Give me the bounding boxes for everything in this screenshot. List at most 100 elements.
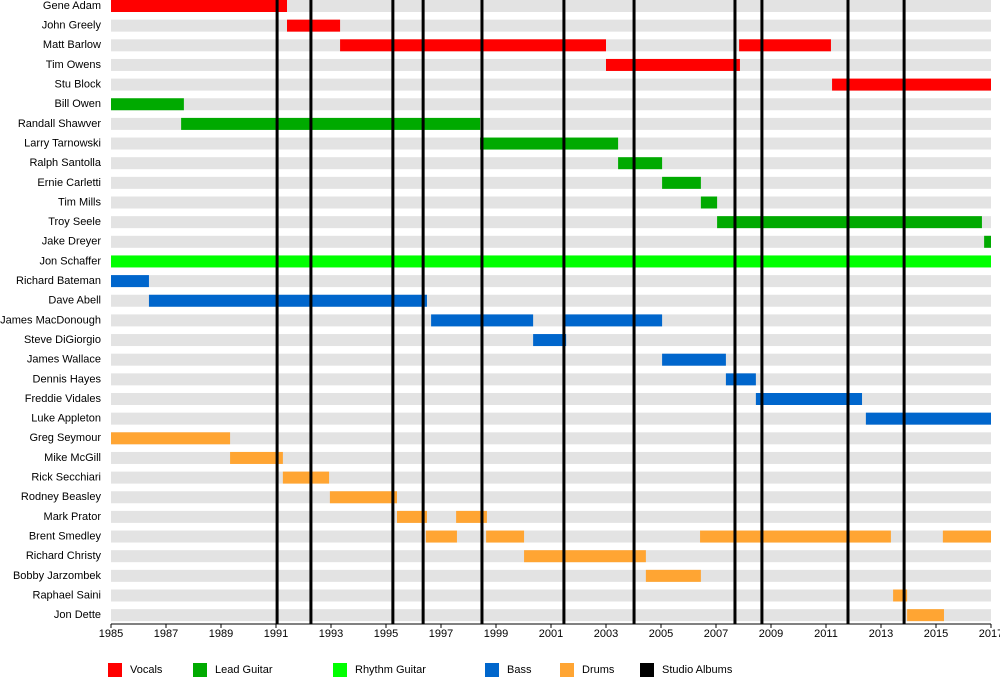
- row-band: [111, 157, 991, 170]
- tenure-bar: [645, 569, 701, 582]
- row-band: [111, 117, 991, 130]
- row-band: [111, 609, 991, 622]
- tenure-bar: [287, 19, 341, 32]
- x-tick-label: 1991: [264, 628, 288, 640]
- member-name: Stu Block: [55, 79, 102, 91]
- tenure-bar: [111, 98, 184, 111]
- tenure-bar: [700, 530, 891, 543]
- legend-label: Lead Guitar: [215, 664, 273, 676]
- member-name: Ralph Santolla: [29, 157, 101, 169]
- member-name: Rodney Beasley: [21, 491, 102, 503]
- member-name: Freddie Vidales: [25, 393, 102, 405]
- tenure-bar: [230, 451, 283, 464]
- member-name: Gene Adam: [43, 0, 101, 12]
- x-tick-label: 2001: [539, 628, 563, 640]
- x-tick-label: 2017: [979, 628, 1000, 640]
- tenure-bar: [907, 609, 944, 622]
- legend-label: Bass: [507, 664, 532, 676]
- x-tick-label: 2005: [649, 628, 673, 640]
- legend-swatch: [560, 663, 574, 677]
- row-band: [111, 235, 991, 248]
- x-tick-label: 1999: [484, 628, 508, 640]
- row-band: [111, 78, 991, 91]
- row-band: [111, 19, 991, 32]
- member-name: Mark Prator: [44, 511, 102, 523]
- tenure-bar: [717, 216, 982, 229]
- tenure-bar: [148, 294, 427, 307]
- tenure-bar: [662, 176, 701, 189]
- legend-swatch: [108, 663, 122, 677]
- row-band: [111, 353, 991, 366]
- member-name: Dave Abell: [48, 295, 101, 307]
- member-name: Tim Owens: [46, 59, 102, 71]
- x-tick-label: 1985: [99, 628, 123, 640]
- member-name: James MacDonough: [0, 314, 101, 326]
- row-band: [111, 196, 991, 209]
- member-name: Larry Tarnowski: [24, 137, 101, 149]
- x-tick-label: 1987: [154, 628, 178, 640]
- member-name: Randall Shawver: [18, 118, 101, 130]
- row-band: [111, 412, 991, 425]
- tenure-bar: [397, 510, 427, 523]
- tenure-bar: [662, 353, 726, 366]
- tenure-bar: [942, 530, 991, 543]
- tenure-bar: [111, 0, 287, 12]
- legend-swatch: [333, 663, 347, 677]
- tenure-bar: [181, 117, 481, 130]
- x-tick-label: 2003: [594, 628, 618, 640]
- member-name: Ernie Carletti: [37, 177, 101, 189]
- legend-label: Studio Albums: [662, 664, 733, 676]
- tenure-bar: [865, 412, 991, 425]
- x-tick-label: 1989: [209, 628, 233, 640]
- row-band: [111, 176, 991, 189]
- tenure-bar: [832, 78, 991, 91]
- tenure-bar: [340, 39, 606, 52]
- member-name: Jon Schaffer: [39, 255, 101, 267]
- member-name: Jake Dreyer: [42, 236, 102, 248]
- member-name: Greg Seymour: [29, 432, 101, 444]
- legend-swatch: [640, 663, 654, 677]
- row-band: [111, 0, 991, 12]
- x-tick-label: 1997: [429, 628, 453, 640]
- member-name: Matt Barlow: [43, 39, 101, 51]
- row-band: [111, 491, 991, 504]
- tenure-bar: [606, 58, 740, 71]
- tenure-bar: [565, 314, 663, 327]
- tenure-bar: [456, 510, 487, 523]
- member-name: Raphael Saini: [33, 589, 102, 601]
- member-name: Steve DiGiorgio: [24, 334, 101, 346]
- legend-label: Rhythm Guitar: [355, 664, 426, 676]
- tenure-bar: [480, 137, 619, 150]
- tenure-bar: [739, 39, 831, 52]
- member-name: Richard Christy: [26, 550, 102, 562]
- row-band: [111, 314, 991, 327]
- row-band: [111, 432, 991, 445]
- legend-label: Vocals: [130, 664, 163, 676]
- x-tick-label: 2007: [704, 628, 728, 640]
- legend-swatch: [485, 663, 499, 677]
- member-name: Richard Bateman: [16, 275, 101, 287]
- x-tick-label: 2013: [869, 628, 893, 640]
- member-name: Luke Appleton: [31, 413, 101, 425]
- row-band: [111, 451, 991, 464]
- tenure-bar: [984, 235, 991, 248]
- tenure-bar: [329, 491, 397, 504]
- member-name: Bill Owen: [55, 98, 101, 110]
- tenure-bar: [533, 334, 567, 347]
- member-name: Dennis Hayes: [33, 373, 102, 385]
- row-band: [111, 569, 991, 582]
- tenure-bar: [282, 471, 330, 484]
- x-tick-label: 2015: [924, 628, 948, 640]
- row-band: [111, 58, 991, 71]
- member-name: Tim Mills: [58, 196, 101, 208]
- member-name: Brent Smedley: [29, 530, 102, 542]
- row-band: [111, 471, 991, 484]
- tenure-bar: [618, 157, 663, 170]
- row-band: [111, 275, 991, 288]
- member-name: Jon Dette: [54, 609, 101, 621]
- member-name: Troy Seele: [48, 216, 101, 228]
- legend-label: Drums: [582, 664, 615, 676]
- tenure-bar: [755, 393, 863, 405]
- tenure-bar: [111, 432, 231, 445]
